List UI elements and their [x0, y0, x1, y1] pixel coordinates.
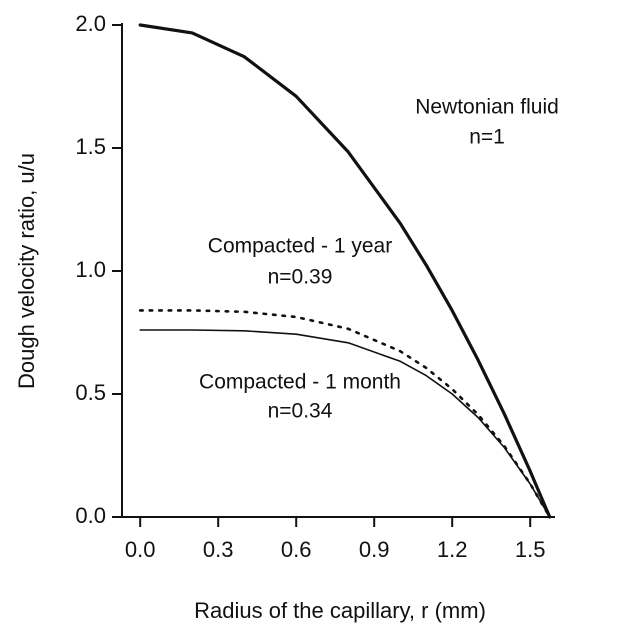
- line-series: [139, 329, 551, 518]
- annotation: n=0.39: [268, 266, 333, 289]
- x-tick-label: 1.5: [515, 537, 546, 562]
- line-series: [138, 309, 551, 519]
- x-tick-label: 0.0: [125, 537, 156, 562]
- y-tick-label: 0.0: [75, 503, 106, 528]
- x-tick-label: 0.9: [359, 537, 390, 562]
- annotation: Newtonian fluid: [415, 96, 559, 119]
- annotation: n=0.34: [268, 400, 333, 423]
- y-axis-label: Dough velocity ratio, u/u: [14, 153, 39, 389]
- x-tick-label: 0.3: [203, 537, 234, 562]
- line-series: [138, 23, 552, 519]
- y-tick-label: 1.5: [75, 134, 106, 159]
- y-tick-label: 2.0: [75, 11, 106, 36]
- y-tick-label: 1.0: [75, 257, 106, 282]
- annotation: Compacted - 1 month: [199, 371, 401, 394]
- annotation: n=1: [469, 126, 505, 149]
- x-tick-label: 1.2: [437, 537, 468, 562]
- x-tick-label: 0.6: [281, 537, 312, 562]
- annotation: Compacted - 1 year: [208, 235, 392, 258]
- x-axis-label: Radius of the capillary, r (mm): [194, 598, 486, 623]
- y-tick-label: 0.5: [75, 380, 106, 405]
